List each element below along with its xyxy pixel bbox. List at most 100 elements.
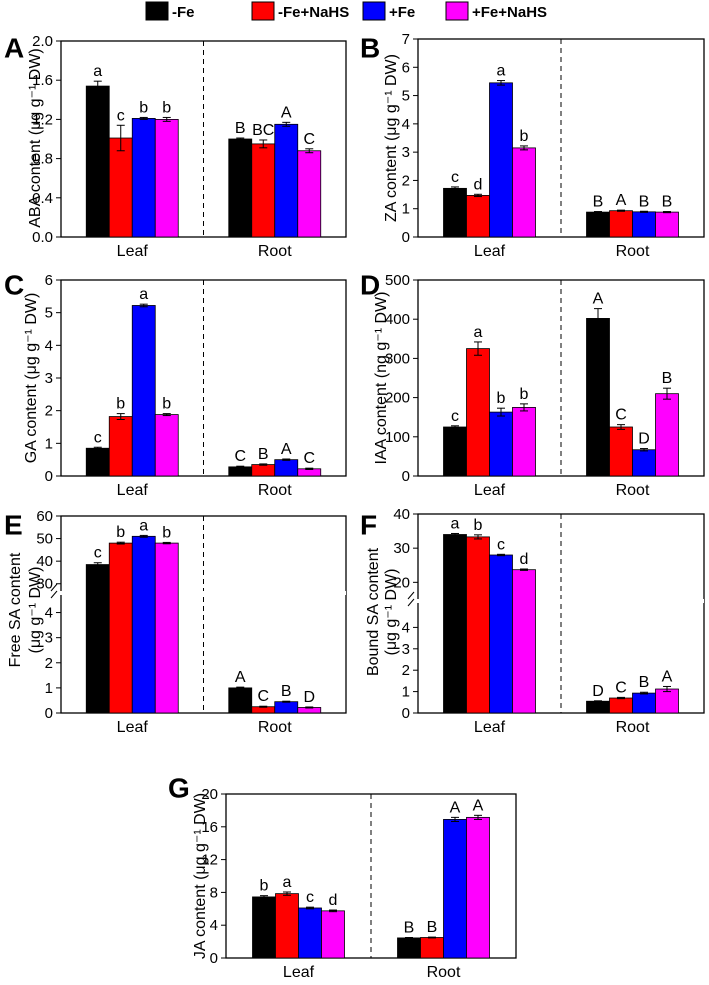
y-tick-label: 0.0 [32, 229, 53, 246]
x-group-label: Leaf [117, 243, 149, 260]
y-tick-label: 2 [402, 172, 410, 189]
y-tick-label: 0.8 [32, 151, 53, 168]
panel-letter: F [360, 509, 377, 540]
y-tick-label: 12 [201, 852, 218, 869]
significance-letter: B [235, 120, 246, 137]
significance-letter: c [94, 429, 102, 446]
y-tick-label: 200 [385, 390, 410, 407]
legend-label: +Fe [389, 4, 415, 21]
bar [228, 466, 253, 477]
significance-letter: c [306, 889, 314, 906]
y-tick-label: 0.4 [32, 190, 53, 207]
bar [108, 542, 133, 714]
significance-letter: c [451, 408, 459, 425]
y-axis-label: ZA content (μg g⁻¹ DW) [383, 54, 400, 222]
axis-break-mark [50, 583, 58, 592]
x-group-label: Leaf [474, 482, 506, 499]
bar [251, 143, 276, 238]
y-tick-label: 20 [393, 574, 410, 591]
bar [632, 692, 656, 714]
significance-letter: b [139, 99, 148, 116]
y-axis-label: GA content (μg g⁻¹ DW) [23, 293, 40, 464]
axis-break-mark [50, 590, 58, 599]
significance-letter: A [450, 799, 461, 816]
y-tick-label: 5 [45, 305, 53, 322]
y-tick-label: 1.2 [32, 111, 53, 128]
significance-letter: A [616, 192, 627, 209]
significance-letter: B [639, 193, 650, 210]
axis-break-mark [407, 598, 415, 607]
y-tick-label: 0 [45, 468, 53, 485]
y-tick-label: 4 [45, 337, 53, 354]
significance-letter: D [303, 689, 315, 706]
bar [489, 554, 513, 714]
legend-swatch [445, 1, 469, 21]
x-group-label: Root [427, 964, 461, 981]
y-tick-label: 7 [402, 31, 410, 48]
y-tick-label: 60 [36, 508, 53, 525]
bar [154, 119, 179, 238]
y-tick-label: 4 [210, 917, 218, 934]
legend-swatch [251, 1, 275, 21]
significance-letter: a [451, 515, 460, 532]
bar [609, 697, 633, 714]
legend-label: -Fe [172, 4, 195, 21]
panel-c: 0 1 2 3 4 5 6 c Cb Ba Ab C Leaf Root GA content (μg g⁻… [4, 269, 347, 499]
y-tick-label: 3 [45, 630, 53, 647]
y-tick-label: 2 [45, 655, 53, 672]
axis-break-gap [49, 591, 346, 595]
significance-letter: C [257, 688, 269, 705]
significance-letter: A [235, 669, 246, 686]
significance-letter: BC [252, 122, 274, 139]
significance-letter: D [592, 683, 604, 700]
panel-d: 0 100 200 300 400 500 c Aa Cb Db B Leaf Root IAA cont… [360, 269, 705, 499]
bar [85, 447, 110, 477]
y-tick-label: 6 [402, 59, 410, 76]
significance-letter: B [662, 194, 673, 211]
significance-letter: b [497, 390, 506, 407]
significance-letter: a [497, 63, 506, 80]
panel-a: 0.0 0.4 0.8 1.2 1.6 2.0 a Bc BC b Ab C Leaf Root ABA c… [4, 32, 347, 260]
x-group-label: Root [616, 482, 650, 499]
significance-letter: a [474, 324, 483, 341]
bar [131, 535, 156, 714]
bar [443, 187, 467, 238]
y-tick-label: 3 [402, 641, 410, 658]
y-tick-label: 1 [402, 201, 410, 218]
legend-label: -Fe+NaHS [278, 4, 349, 21]
bar [466, 536, 490, 714]
bar [154, 414, 179, 477]
y-tick-label: 2 [402, 662, 410, 679]
significance-letter: B [662, 370, 673, 387]
panel-letter: A [4, 32, 24, 63]
y-tick-label: 2.0 [32, 33, 53, 50]
y-tick-label: 1 [45, 435, 53, 452]
significance-letter: B [404, 920, 415, 937]
significance-letter: A [473, 797, 484, 814]
significance-letter: B [427, 919, 438, 936]
bar [252, 896, 276, 959]
y-tick-label: 1.6 [32, 72, 53, 89]
significance-letter: b [520, 386, 529, 403]
bar [632, 449, 656, 477]
y-tick-label: 40 [36, 553, 53, 570]
bar [108, 416, 133, 477]
panel-e: 0 1 2 3 4 30 40 50 60 c Ab Ca Bb D Leaf Root Free SA con… [4, 508, 347, 736]
y-axis-label: Bound SA content [365, 547, 382, 676]
significance-letter: d [520, 551, 529, 568]
bar [512, 569, 536, 714]
y-tick-label: 0 [402, 229, 410, 246]
panel-letter: G [168, 772, 190, 803]
panel-g: 0 4 8 12 16 20 b Ba Bc Ad A Leaf Root JA content (μg … [168, 772, 517, 981]
bar [609, 210, 633, 238]
significance-letter: d [474, 176, 483, 193]
significance-letter: B [639, 674, 650, 691]
bar [466, 816, 490, 959]
x-group-label: Leaf [474, 243, 506, 260]
x-group-label: Root [258, 482, 292, 499]
panel-letter: B [360, 32, 380, 63]
bar [512, 406, 536, 477]
significance-letter: C [615, 679, 627, 696]
significance-letter: b [260, 878, 269, 895]
